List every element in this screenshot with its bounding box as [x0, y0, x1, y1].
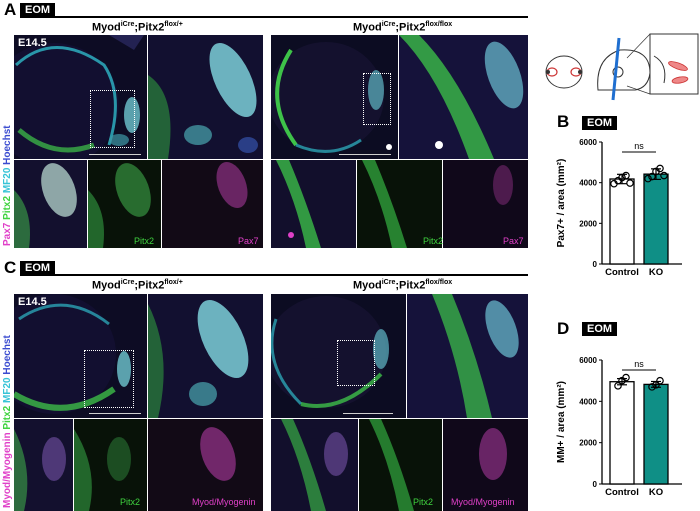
- micro-c-ko-zoom: [407, 294, 528, 418]
- scale-bar: [89, 413, 141, 414]
- chart-d-data-point: [648, 383, 656, 391]
- chart-b-y-tick-label: 6000: [579, 138, 597, 147]
- chan-label-a-control-magenta: Pax7: [238, 236, 259, 246]
- micro-a-control-merge: [14, 160, 87, 248]
- chart-b-y-tick-label: 0: [593, 260, 598, 269]
- chan-label-a-ko-green: Pitx2: [423, 236, 444, 246]
- chart-b-data-point: [626, 179, 634, 187]
- micro-c-ko-myod: [443, 419, 528, 511]
- micro-a-control-pitx2: [88, 160, 161, 248]
- micro-c-ko-overview: [271, 294, 406, 418]
- micro-a-ko-zoom: [399, 35, 528, 159]
- chart-b-y-axis-label: Pax7+ / area (mm²): [556, 159, 567, 248]
- chan-label-c-control-green: Pitx2: [120, 497, 141, 507]
- chart-b-data-point: [622, 171, 630, 180]
- micro-a-ko-pax7: [443, 160, 528, 248]
- panel-a-genotype-ko: MyodiCre;Pitx2flox/flox: [353, 21, 453, 34]
- chart-b-x-tick-label: KO: [649, 267, 663, 278]
- panel-a-rule: [20, 16, 528, 18]
- chart-d-bar-ko: [643, 383, 669, 485]
- chan-label-c-ko-green: Pitx2: [413, 497, 434, 507]
- chart-d-y-axis-label: MM+ / area (mm²): [556, 381, 567, 463]
- chan-label-c-ko-magenta: Myod/Myogenin: [451, 497, 515, 507]
- scale-bar: [89, 154, 141, 155]
- micro-a-ko-overview: [271, 35, 398, 159]
- micro-c-ko-pitx2: [359, 419, 442, 511]
- micro-c-control-merge: [14, 419, 73, 511]
- panel-c-genotype-control: MyodiCre;Pitx2flox/+: [92, 279, 183, 292]
- chart-d-data-point: [614, 382, 622, 390]
- chart-d-y-tick-label: 6000: [579, 356, 597, 365]
- chart-d-x-tick-label: Control: [605, 487, 639, 498]
- panel-d-eom-tag: EOM: [582, 322, 618, 336]
- zoom-box: [84, 350, 134, 408]
- zoom-box: [363, 73, 391, 125]
- stage-label-c: E14.5: [18, 296, 47, 308]
- chart-d-data-point: [656, 376, 664, 385]
- scale-bar: [339, 154, 391, 155]
- chart-b-data-point: [656, 164, 664, 173]
- chart-d-data-point: [652, 380, 660, 389]
- chart-b-significance-label: ns: [634, 141, 644, 151]
- stage-label-a: E14.5: [18, 37, 47, 49]
- zoom-box: [337, 340, 375, 386]
- panel-a-genotype-control: MyodiCre;Pitx2flox/+: [92, 21, 183, 34]
- chart-b-data-point: [648, 172, 656, 181]
- chart-b-bar-control: [609, 178, 635, 265]
- chart-d-significance-label: ns: [634, 359, 644, 369]
- panel-c-rule: [20, 274, 528, 276]
- chan-label-a-ko-magenta: Pax7: [503, 236, 524, 246]
- panel-c-genotype-ko: MyodiCre;Pitx2flox/flox: [353, 279, 453, 292]
- micro-a-control-overview: [14, 35, 147, 159]
- chart-d-x-tick-label: KO: [649, 487, 663, 498]
- chart-d-y-tick-label: 0: [593, 480, 598, 489]
- chart-b-y-tick-label: 2000: [579, 219, 597, 228]
- micro-c-control-zoom: [148, 294, 263, 418]
- chart-b: Pax7+ / area (mm²) 0 2000 4000 6000 Control KO…: [556, 138, 682, 278]
- chart-b-data-point: [644, 174, 652, 183]
- panel-c-stain-label: Myod/Myogenin Pitx2 MF20 Hoechst: [2, 335, 13, 508]
- chart-b-y-tick-label: 4000: [579, 179, 597, 188]
- chart-d-data-point: [622, 373, 630, 382]
- micro-a-ko-merge: [271, 160, 356, 248]
- chart-d-bar-control: [609, 381, 635, 485]
- micro-c-control-myod: [148, 419, 263, 511]
- micro-a-ko-pitx2: [357, 160, 442, 248]
- panel-a-eom-tag: EOM: [20, 3, 56, 17]
- micro-a-control-zoom: [148, 35, 263, 159]
- chart-d-y-tick-label: 2000: [579, 439, 597, 448]
- scale-bar: [343, 413, 393, 414]
- panel-c-eom-tag: EOM: [20, 261, 56, 275]
- chart-b-bar-ko: [643, 173, 669, 265]
- embryo-head-schematic: [545, 33, 699, 101]
- chart-b-x-tick-label: Control: [605, 267, 639, 278]
- zoom-box: [90, 90, 135, 148]
- chan-label-c-control-magenta: Myod/Myogenin: [192, 497, 256, 507]
- chart-b-data-point: [660, 171, 668, 180]
- panel-a-stain-label: Pax7 Pitx2 MF20 Hoechst: [2, 125, 13, 246]
- panel-a-letter: A: [4, 0, 17, 19]
- micro-c-control-overview: [14, 294, 147, 418]
- panel-d-letter: D: [557, 319, 570, 338]
- panel-c-letter: C: [4, 258, 17, 277]
- chart-d: MM+ / area (mm²) 0 2000 4000 6000 Control KO ns: [556, 356, 682, 498]
- micro-c-control-pitx2: [74, 419, 147, 511]
- micro-c-ko-merge: [271, 419, 358, 511]
- panel-b-letter: B: [557, 112, 570, 131]
- chart-b-data-point: [618, 173, 626, 182]
- chart-d-y-tick-label: 4000: [579, 397, 597, 406]
- chan-label-a-control-green: Pitx2: [134, 236, 155, 246]
- micro-a-control-pax7: [162, 160, 263, 248]
- panel-b-eom-tag: EOM: [582, 116, 618, 130]
